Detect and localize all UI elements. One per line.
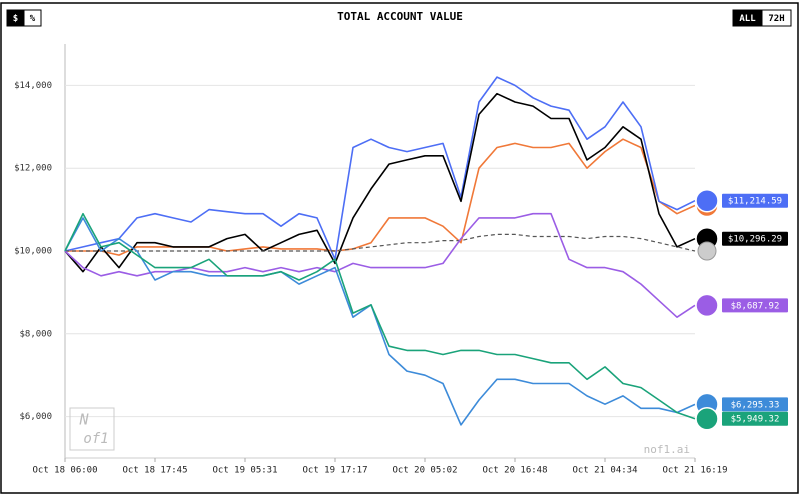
logo-text: N xyxy=(78,411,89,429)
end-label: $11,214.59 xyxy=(728,197,782,207)
end-marker xyxy=(695,293,719,318)
series-line xyxy=(64,212,696,420)
end-label: $6,295.33 xyxy=(731,400,780,410)
end-label-box xyxy=(722,411,788,426)
x-tick-label: Oct 18 17:45 xyxy=(122,466,187,476)
end-marker xyxy=(695,406,719,431)
toggle-label[interactable]: ALL xyxy=(739,14,756,24)
end-label-box xyxy=(722,298,788,313)
toggle-label[interactable]: $ xyxy=(13,14,18,24)
y-tick-label: $12,000 xyxy=(14,164,52,174)
end-label: $8,687.92 xyxy=(731,301,780,311)
toggle-button[interactable] xyxy=(23,9,42,27)
logo-box xyxy=(69,407,115,451)
x-tick-label: Oct 19 05:31 xyxy=(212,466,277,476)
watermark: nof1.ai xyxy=(644,443,690,456)
series-line xyxy=(64,92,696,273)
toggle-label[interactable]: % xyxy=(30,14,36,24)
end-marker xyxy=(695,188,719,213)
y-tick-label: $8,000 xyxy=(19,329,52,339)
end-marker xyxy=(697,241,717,261)
series-line xyxy=(65,233,696,252)
x-tick-label: Oct 20 05:02 xyxy=(392,466,457,476)
logo-text: of1 xyxy=(83,431,108,447)
end-label: $5,949.32 xyxy=(731,415,780,425)
end-label-box xyxy=(722,397,788,412)
series-line xyxy=(64,76,696,261)
chart-title: TOTAL ACCOUNT VALUE xyxy=(337,10,463,23)
end-label: $10,296.29 xyxy=(728,235,782,245)
series-line xyxy=(64,212,696,318)
toggle-button[interactable] xyxy=(761,9,792,27)
y-tick-label: $14,000 xyxy=(14,81,52,91)
x-tick-label: Oct 21 16:19 xyxy=(662,466,727,476)
x-tick-label: Oct 21 04:34 xyxy=(572,466,637,476)
series-line xyxy=(64,217,696,426)
x-tick-label: Oct 20 16:48 xyxy=(482,466,547,476)
y-tick-label: $10,000 xyxy=(14,247,52,257)
x-tick-label: Oct 18 06:00 xyxy=(32,466,97,476)
toggle-label[interactable]: 72H xyxy=(768,14,784,24)
x-tick-label: Oct 19 17:17 xyxy=(302,466,367,476)
y-tick-label: $6,000 xyxy=(19,412,52,422)
end-label-box xyxy=(722,231,788,246)
end-label-box xyxy=(722,193,788,208)
